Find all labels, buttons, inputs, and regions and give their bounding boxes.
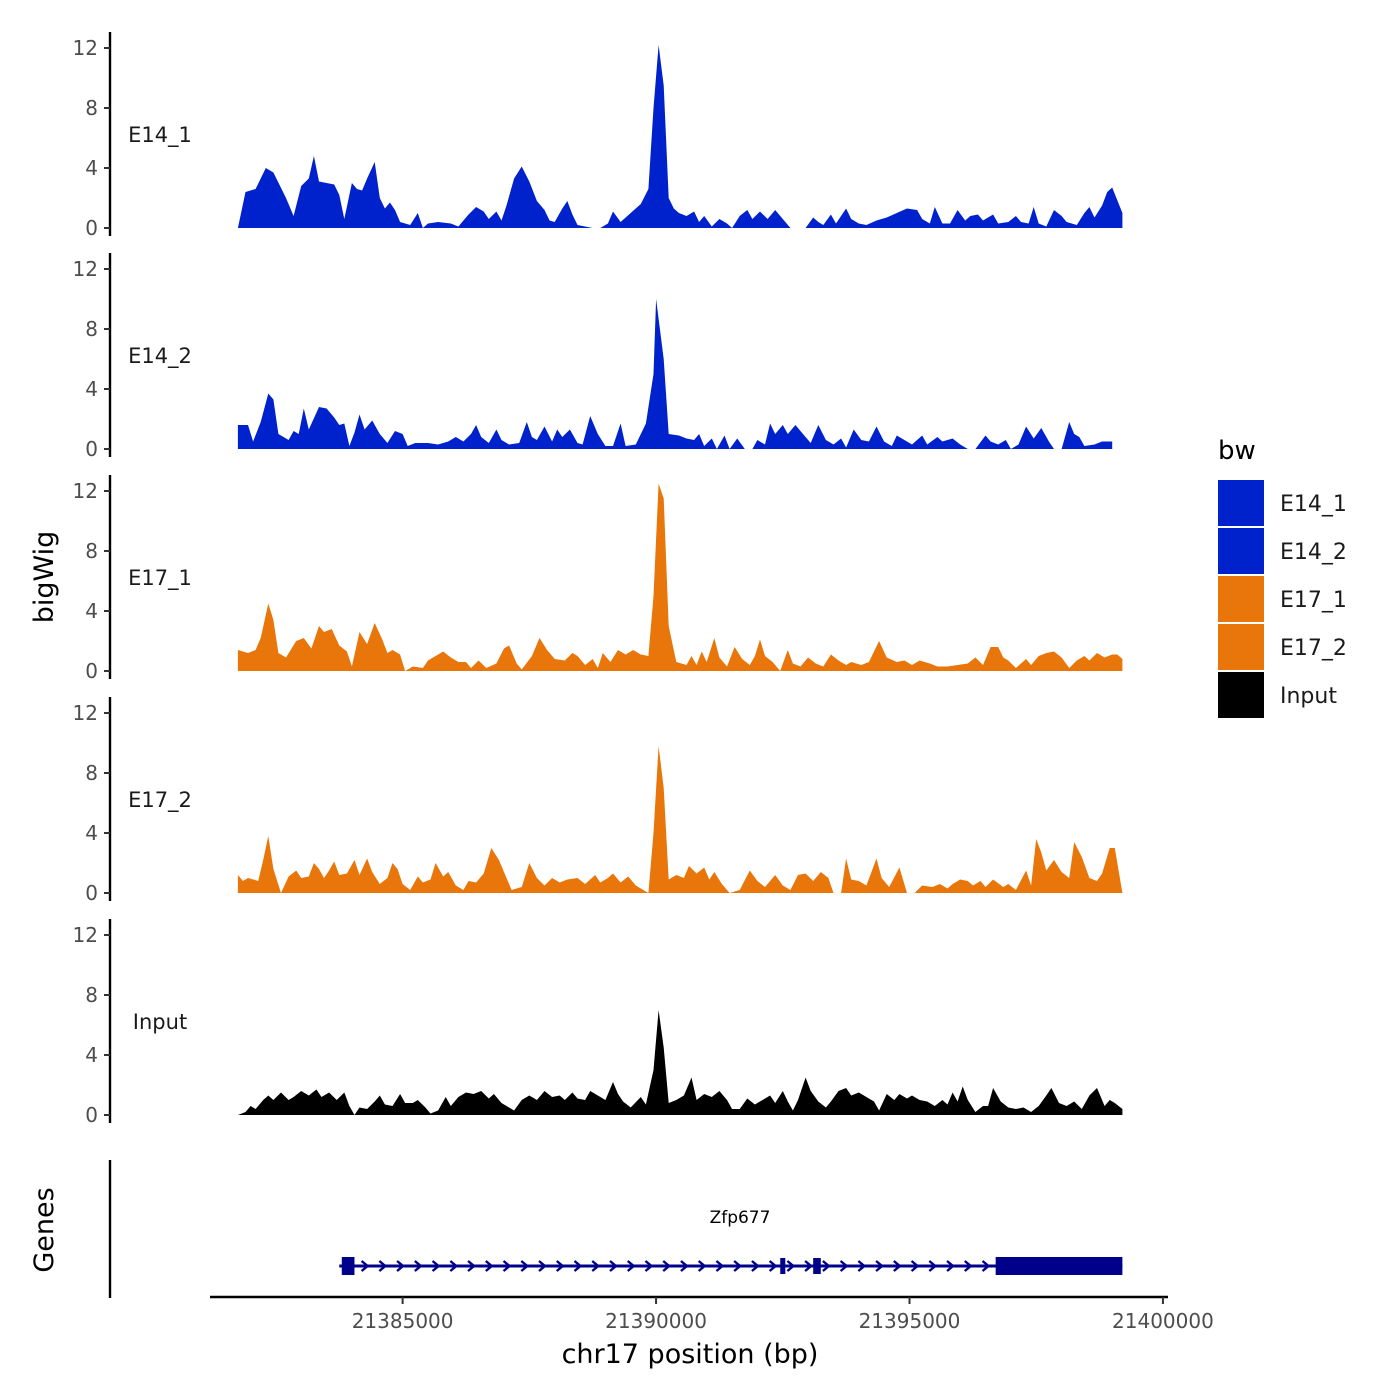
gene-exon: [780, 1258, 786, 1274]
gene-name-label: Zfp677: [710, 1208, 771, 1228]
gene-track: Zfp677: [108, 1160, 1123, 1298]
legend: bw E14_1 E14_2 E17_1 E17_2 Input: [1218, 436, 1347, 718]
y-tick-label: 8: [85, 317, 98, 341]
track-e14-2: 0 4 8 12 E14_2: [73, 253, 1113, 461]
y-tick-label: 12: [73, 701, 98, 725]
strand-arrow: [733, 1260, 743, 1272]
x-axis-title: chr17 position (bp): [562, 1339, 819, 1370]
track-label: Input: [133, 1010, 187, 1034]
strand-arrow: [680, 1260, 689, 1272]
area-e14-1: [237, 45, 1123, 228]
x-tick-label: 21390000: [605, 1309, 707, 1333]
strand-arrow: [893, 1260, 902, 1272]
y-tick-label: 12: [73, 479, 98, 503]
gene-axis-title: Genes: [29, 1187, 60, 1272]
gene-exon: [995, 1257, 1123, 1275]
y-tick-label: 12: [73, 923, 98, 947]
strand-arrow: [786, 1260, 796, 1272]
signal-tracks: 0 4 8 12 E14_1 0 4 8 12 E14_2 0 4 8 12 E17_1 0 4 8 12 E17_2…: [73, 32, 1123, 1127]
y-tick-label: 8: [85, 539, 98, 563]
strand-arrow: [910, 1260, 920, 1272]
strand-arrow: [644, 1260, 654, 1272]
y-tick-label: 0: [85, 437, 98, 461]
legend-swatch: [1218, 480, 1264, 526]
y-tick-label: 0: [85, 1103, 98, 1127]
legend-label: E14_2: [1280, 540, 1347, 565]
strand-arrow: [378, 1260, 388, 1272]
x-tick-label: 21395000: [859, 1309, 961, 1333]
legend-swatch: [1218, 528, 1264, 574]
track-e14-1: 0 4 8 12 E14_1: [73, 32, 1123, 240]
legend-label: E17_1: [1280, 588, 1347, 613]
strand-arrow: [449, 1260, 459, 1272]
legend-label: E17_2: [1280, 636, 1347, 661]
y-tick-label: 8: [85, 983, 98, 1007]
strand-arrow: [485, 1260, 494, 1272]
area-e17-1: [237, 483, 1123, 671]
y-tick-label: 0: [85, 216, 98, 240]
strand-arrow: [591, 1260, 601, 1272]
strand-arrow: [768, 1260, 778, 1272]
strand-arrow: [502, 1260, 512, 1272]
strand-arrow: [396, 1260, 405, 1272]
strand-arrow: [360, 1260, 370, 1272]
y-tick-label: 12: [73, 257, 98, 281]
y-tick-label: 0: [85, 881, 98, 905]
legend-title: bw: [1218, 436, 1256, 466]
y-tick-label: 4: [85, 821, 98, 845]
y-tick-label: 4: [85, 599, 98, 623]
y-tick-label: 12: [73, 36, 98, 60]
strand-arrow: [857, 1260, 867, 1272]
strand-arrow: [839, 1260, 849, 1272]
x-tick-label: 21385000: [352, 1309, 454, 1333]
y-axis-title: bigWig: [29, 531, 60, 624]
strand-arrow: [964, 1260, 973, 1272]
strand-arrow: [928, 1260, 938, 1272]
legend-label: Input: [1280, 684, 1337, 709]
area-e14-2: [237, 299, 1113, 449]
legend-swatch: [1218, 624, 1264, 670]
strand-arrow: [555, 1260, 565, 1272]
strand-arrow: [431, 1260, 441, 1272]
strand-arrow: [609, 1260, 618, 1272]
strand-arrow: [520, 1260, 530, 1272]
strand-arrow: [946, 1260, 955, 1272]
y-tick-label: 0: [85, 659, 98, 683]
y-tick-label: 4: [85, 1043, 98, 1067]
strand-arrow: [981, 1260, 991, 1272]
y-tick-label: 8: [85, 96, 98, 120]
strand-arrow: [414, 1260, 423, 1272]
strand-arrow: [626, 1260, 636, 1272]
area-input: [237, 1010, 1123, 1115]
track-e17-1: 0 4 8 12 E17_1: [73, 475, 1123, 683]
y-tick-label: 4: [85, 156, 98, 180]
y-tick-label: 4: [85, 377, 98, 401]
track-label: E17_2: [128, 788, 192, 813]
track-label: E17_1: [128, 566, 192, 591]
gene-exon: [341, 1257, 355, 1275]
strand-arrow: [538, 1260, 547, 1272]
strand-arrow: [751, 1260, 760, 1272]
area-e17-2: [237, 746, 1123, 893]
track-label: E14_2: [128, 344, 192, 369]
track-e17-2: 0 4 8 12 E17_2: [73, 697, 1123, 905]
gene-exon: [813, 1258, 821, 1274]
x-tick-label: 21400000: [1112, 1309, 1214, 1333]
strand-arrow: [804, 1260, 813, 1272]
strand-arrow: [467, 1260, 476, 1272]
track-input: 0 4 8 12 Input: [73, 919, 1123, 1127]
legend-swatch: [1218, 672, 1264, 718]
legend-label: E14_1: [1280, 492, 1347, 517]
strand-arrow: [875, 1260, 884, 1272]
strand-arrow: [715, 1260, 725, 1272]
track-label: E14_1: [128, 123, 192, 148]
y-tick-label: 8: [85, 761, 98, 785]
strand-arrow: [662, 1260, 672, 1272]
strand-arrow: [822, 1260, 831, 1272]
strand-arrow: [697, 1260, 707, 1272]
x-axis: 21385000 21390000 21395000 21400000: [210, 1295, 1214, 1333]
legend-swatch: [1218, 576, 1264, 622]
strand-arrow: [573, 1260, 583, 1272]
